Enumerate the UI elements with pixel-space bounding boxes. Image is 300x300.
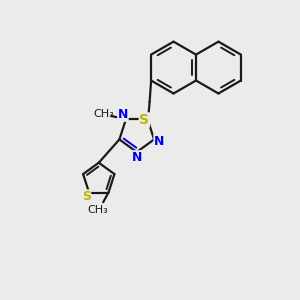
Text: N: N (118, 108, 128, 121)
Text: CH₃: CH₃ (93, 109, 114, 119)
Text: S: S (82, 190, 91, 203)
Text: N: N (132, 151, 142, 164)
Text: CH₃: CH₃ (87, 205, 108, 214)
Text: S: S (139, 113, 149, 127)
Text: N: N (154, 135, 164, 148)
